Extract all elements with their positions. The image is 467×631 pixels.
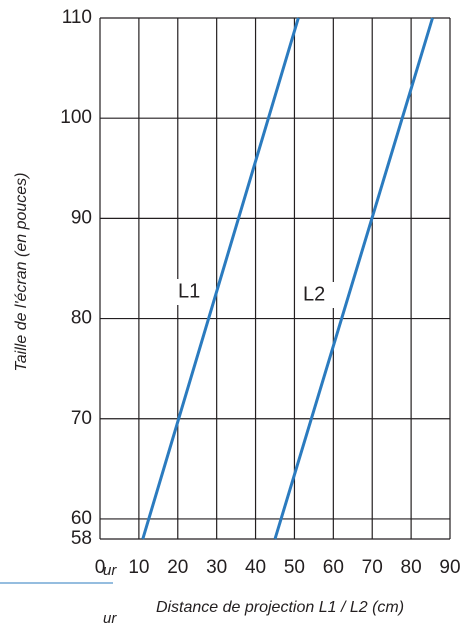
x-tick-label: 10 — [128, 557, 149, 578]
annotation: ur — [103, 562, 117, 579]
series-label: L1 — [178, 280, 200, 302]
y-tick-label: 60 — [71, 508, 92, 529]
x-tick-label: 80 — [401, 557, 422, 578]
data-line — [141, 17, 300, 540]
x-tick-label: 40 — [245, 557, 266, 578]
x-tick-label: 30 — [206, 557, 227, 578]
series-label: L2 — [303, 283, 325, 305]
annotation: ur — [103, 610, 117, 626]
x-tick-label: 20 — [167, 557, 188, 578]
y-axis-title: Taille de l'écran (en pouces) — [13, 172, 30, 371]
x-tick-label: 60 — [323, 557, 344, 578]
x-axis-title: Distance de projection L1 / L2 (cm) — [156, 599, 404, 616]
x-tick-label: 0 — [95, 557, 106, 578]
x-tick-label: 90 — [439, 557, 460, 578]
y-tick-label: 110 — [62, 7, 92, 28]
y-tick-label: 80 — [71, 308, 92, 329]
y-tick-label: 70 — [71, 408, 92, 429]
data-line — [273, 17, 434, 540]
label-bg — [301, 282, 335, 308]
y-tick-label: 58 — [71, 528, 92, 549]
x-tick-label: 50 — [284, 557, 305, 578]
y-tick-label: 100 — [60, 107, 92, 128]
x-tick-label: 70 — [362, 557, 383, 578]
y-tick-label: 90 — [71, 207, 92, 228]
label-bg — [176, 279, 210, 305]
